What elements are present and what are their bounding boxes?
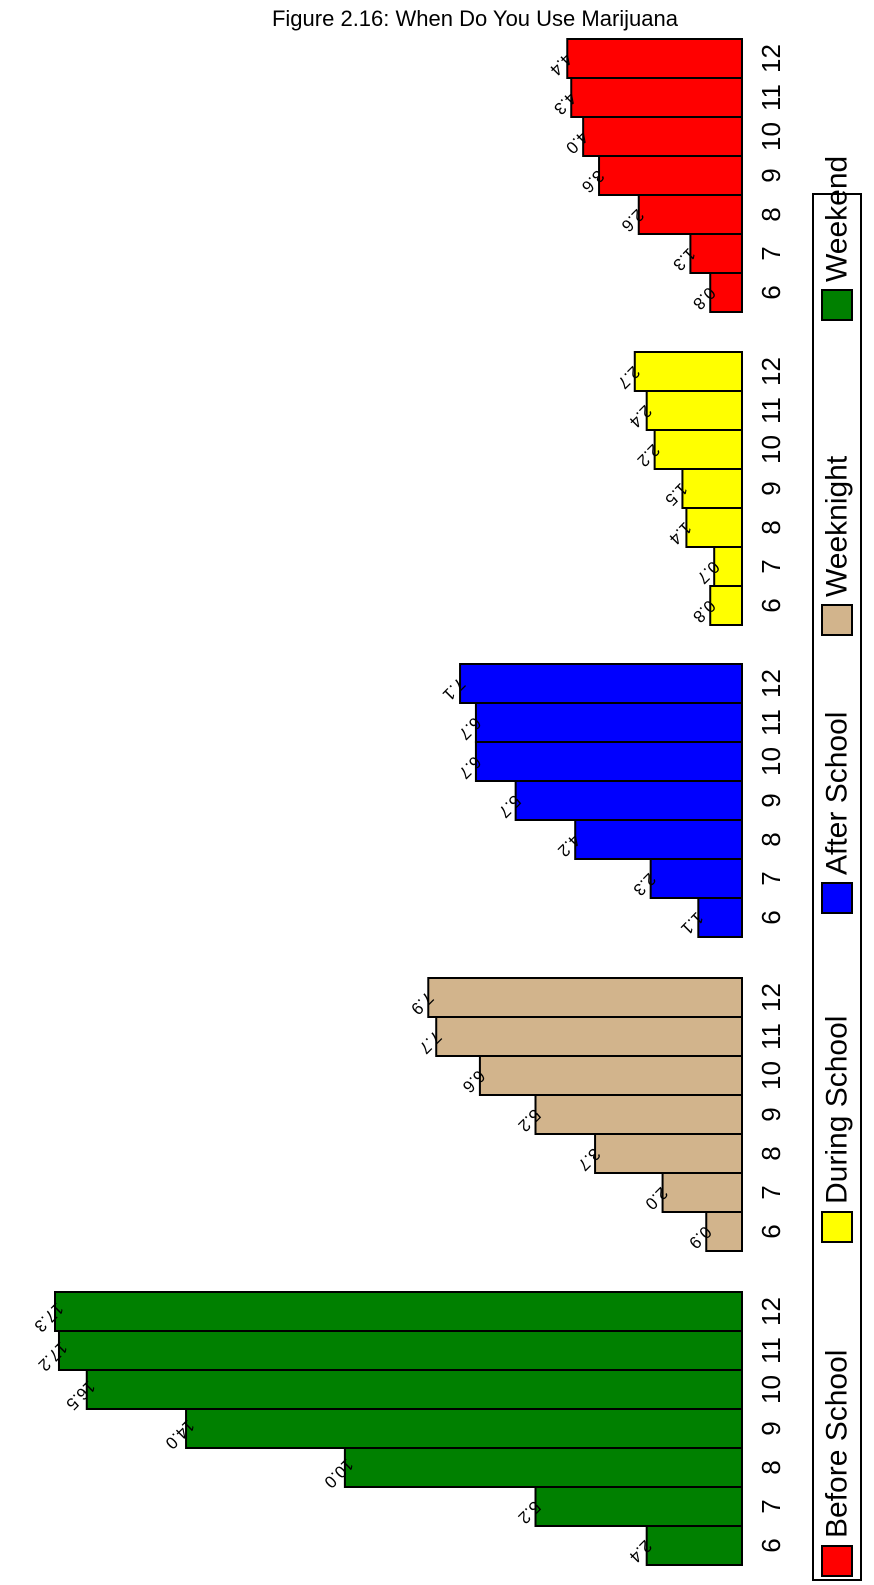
bar xyxy=(689,233,744,274)
bar xyxy=(427,977,743,1018)
tick-label: 7 xyxy=(756,871,786,885)
tick-label: 6 xyxy=(756,598,786,612)
bar xyxy=(598,155,743,196)
series-group-1: 0.8 60.7 71.4 81.5 92.2 102.4 112.7 12 xyxy=(614,351,786,626)
tick-label: 11 xyxy=(756,1337,786,1364)
tick-label: 11 xyxy=(756,709,786,736)
bar xyxy=(582,116,743,157)
tick-label: 12 xyxy=(756,44,786,73)
tick-label: 9 xyxy=(756,481,786,495)
bar xyxy=(653,429,744,470)
bar xyxy=(459,663,743,704)
legend-label: After School xyxy=(821,712,854,875)
bar-groups: 0.8 61.3 72.6 83.6 94.0 104.3 114.4 120.8 60.7 71… xyxy=(30,38,786,1566)
tick-label: 7 xyxy=(756,246,786,260)
legend-swatch xyxy=(821,1545,853,1577)
tick-label: 8 xyxy=(756,207,786,221)
tick-label: 12 xyxy=(756,1297,786,1326)
bar xyxy=(185,1408,743,1449)
tick-label: 7 xyxy=(756,1185,786,1199)
bar xyxy=(570,77,744,118)
tick-label: 10 xyxy=(756,747,786,776)
bar xyxy=(435,1016,743,1057)
tick-label: 8 xyxy=(756,520,786,534)
legend-swatch xyxy=(821,604,853,636)
bar xyxy=(474,741,743,782)
bar xyxy=(645,1525,744,1566)
legend-swatch xyxy=(821,289,853,321)
bar xyxy=(697,897,744,938)
tick-label: 12 xyxy=(756,983,786,1012)
bar xyxy=(685,507,743,548)
tick-label: 10 xyxy=(756,435,786,464)
bar xyxy=(574,819,743,860)
bar xyxy=(343,1447,743,1488)
tick-label: 6 xyxy=(756,1224,786,1238)
bar xyxy=(478,1055,743,1096)
bar xyxy=(474,702,743,743)
tick-label: 10 xyxy=(756,1375,786,1404)
tick-label: 11 xyxy=(756,1023,786,1050)
bar xyxy=(709,585,743,626)
bar xyxy=(534,1486,743,1527)
tick-label: 12 xyxy=(756,357,786,386)
chart-title: Figure 2.16: When Do You Use Marijuana xyxy=(272,6,679,31)
bar xyxy=(649,858,743,899)
series-group-2: 1.1 62.3 74.2 85.7 96.7 106.7 117.1 12 xyxy=(439,663,786,938)
legend-label: Before School xyxy=(821,1350,854,1538)
bar xyxy=(534,1094,743,1135)
bar xyxy=(705,1211,744,1252)
bar xyxy=(566,38,743,79)
tick-label: 8 xyxy=(756,832,786,846)
series-group-0: 0.8 61.3 72.6 83.6 94.0 104.3 114.4 12 xyxy=(546,38,786,313)
series-group-3: 0.9 62.0 73.7 85.2 96.6 107.7 117.9 12 xyxy=(407,977,786,1252)
tick-label: 7 xyxy=(756,559,786,573)
bar xyxy=(85,1369,743,1410)
tick-label: 11 xyxy=(756,84,786,111)
tick-label: 10 xyxy=(756,122,786,151)
tick-label: 8 xyxy=(756,1146,786,1160)
bar xyxy=(514,780,743,821)
tick-label: 6 xyxy=(756,910,786,924)
tick-label: 12 xyxy=(756,669,786,698)
tick-label: 6 xyxy=(756,1538,786,1552)
tick-label: 9 xyxy=(756,168,786,182)
legend-label: Weeknight xyxy=(821,455,854,597)
tick-label: 9 xyxy=(756,1421,786,1435)
legend-swatch xyxy=(821,882,853,914)
bar xyxy=(54,1291,743,1332)
bar xyxy=(681,468,744,509)
tick-label: 10 xyxy=(756,1061,786,1090)
legend-swatch xyxy=(821,1211,853,1243)
bar xyxy=(633,351,743,392)
tick-label: 9 xyxy=(756,793,786,807)
tick-label: 7 xyxy=(756,1499,786,1513)
tick-label: 11 xyxy=(756,397,786,424)
tick-label: 6 xyxy=(756,285,786,299)
bar xyxy=(594,1133,743,1174)
bar xyxy=(709,272,743,313)
bar xyxy=(57,1330,744,1371)
bar xyxy=(661,1172,744,1213)
legend-label: Weekend xyxy=(821,156,854,282)
legend: Before School During School After School We… xyxy=(812,156,862,1581)
bar xyxy=(637,194,744,235)
bar xyxy=(645,390,744,431)
legend-label: During School xyxy=(821,1016,854,1204)
tick-label: 8 xyxy=(756,1460,786,1474)
tick-label: 9 xyxy=(756,1107,786,1121)
